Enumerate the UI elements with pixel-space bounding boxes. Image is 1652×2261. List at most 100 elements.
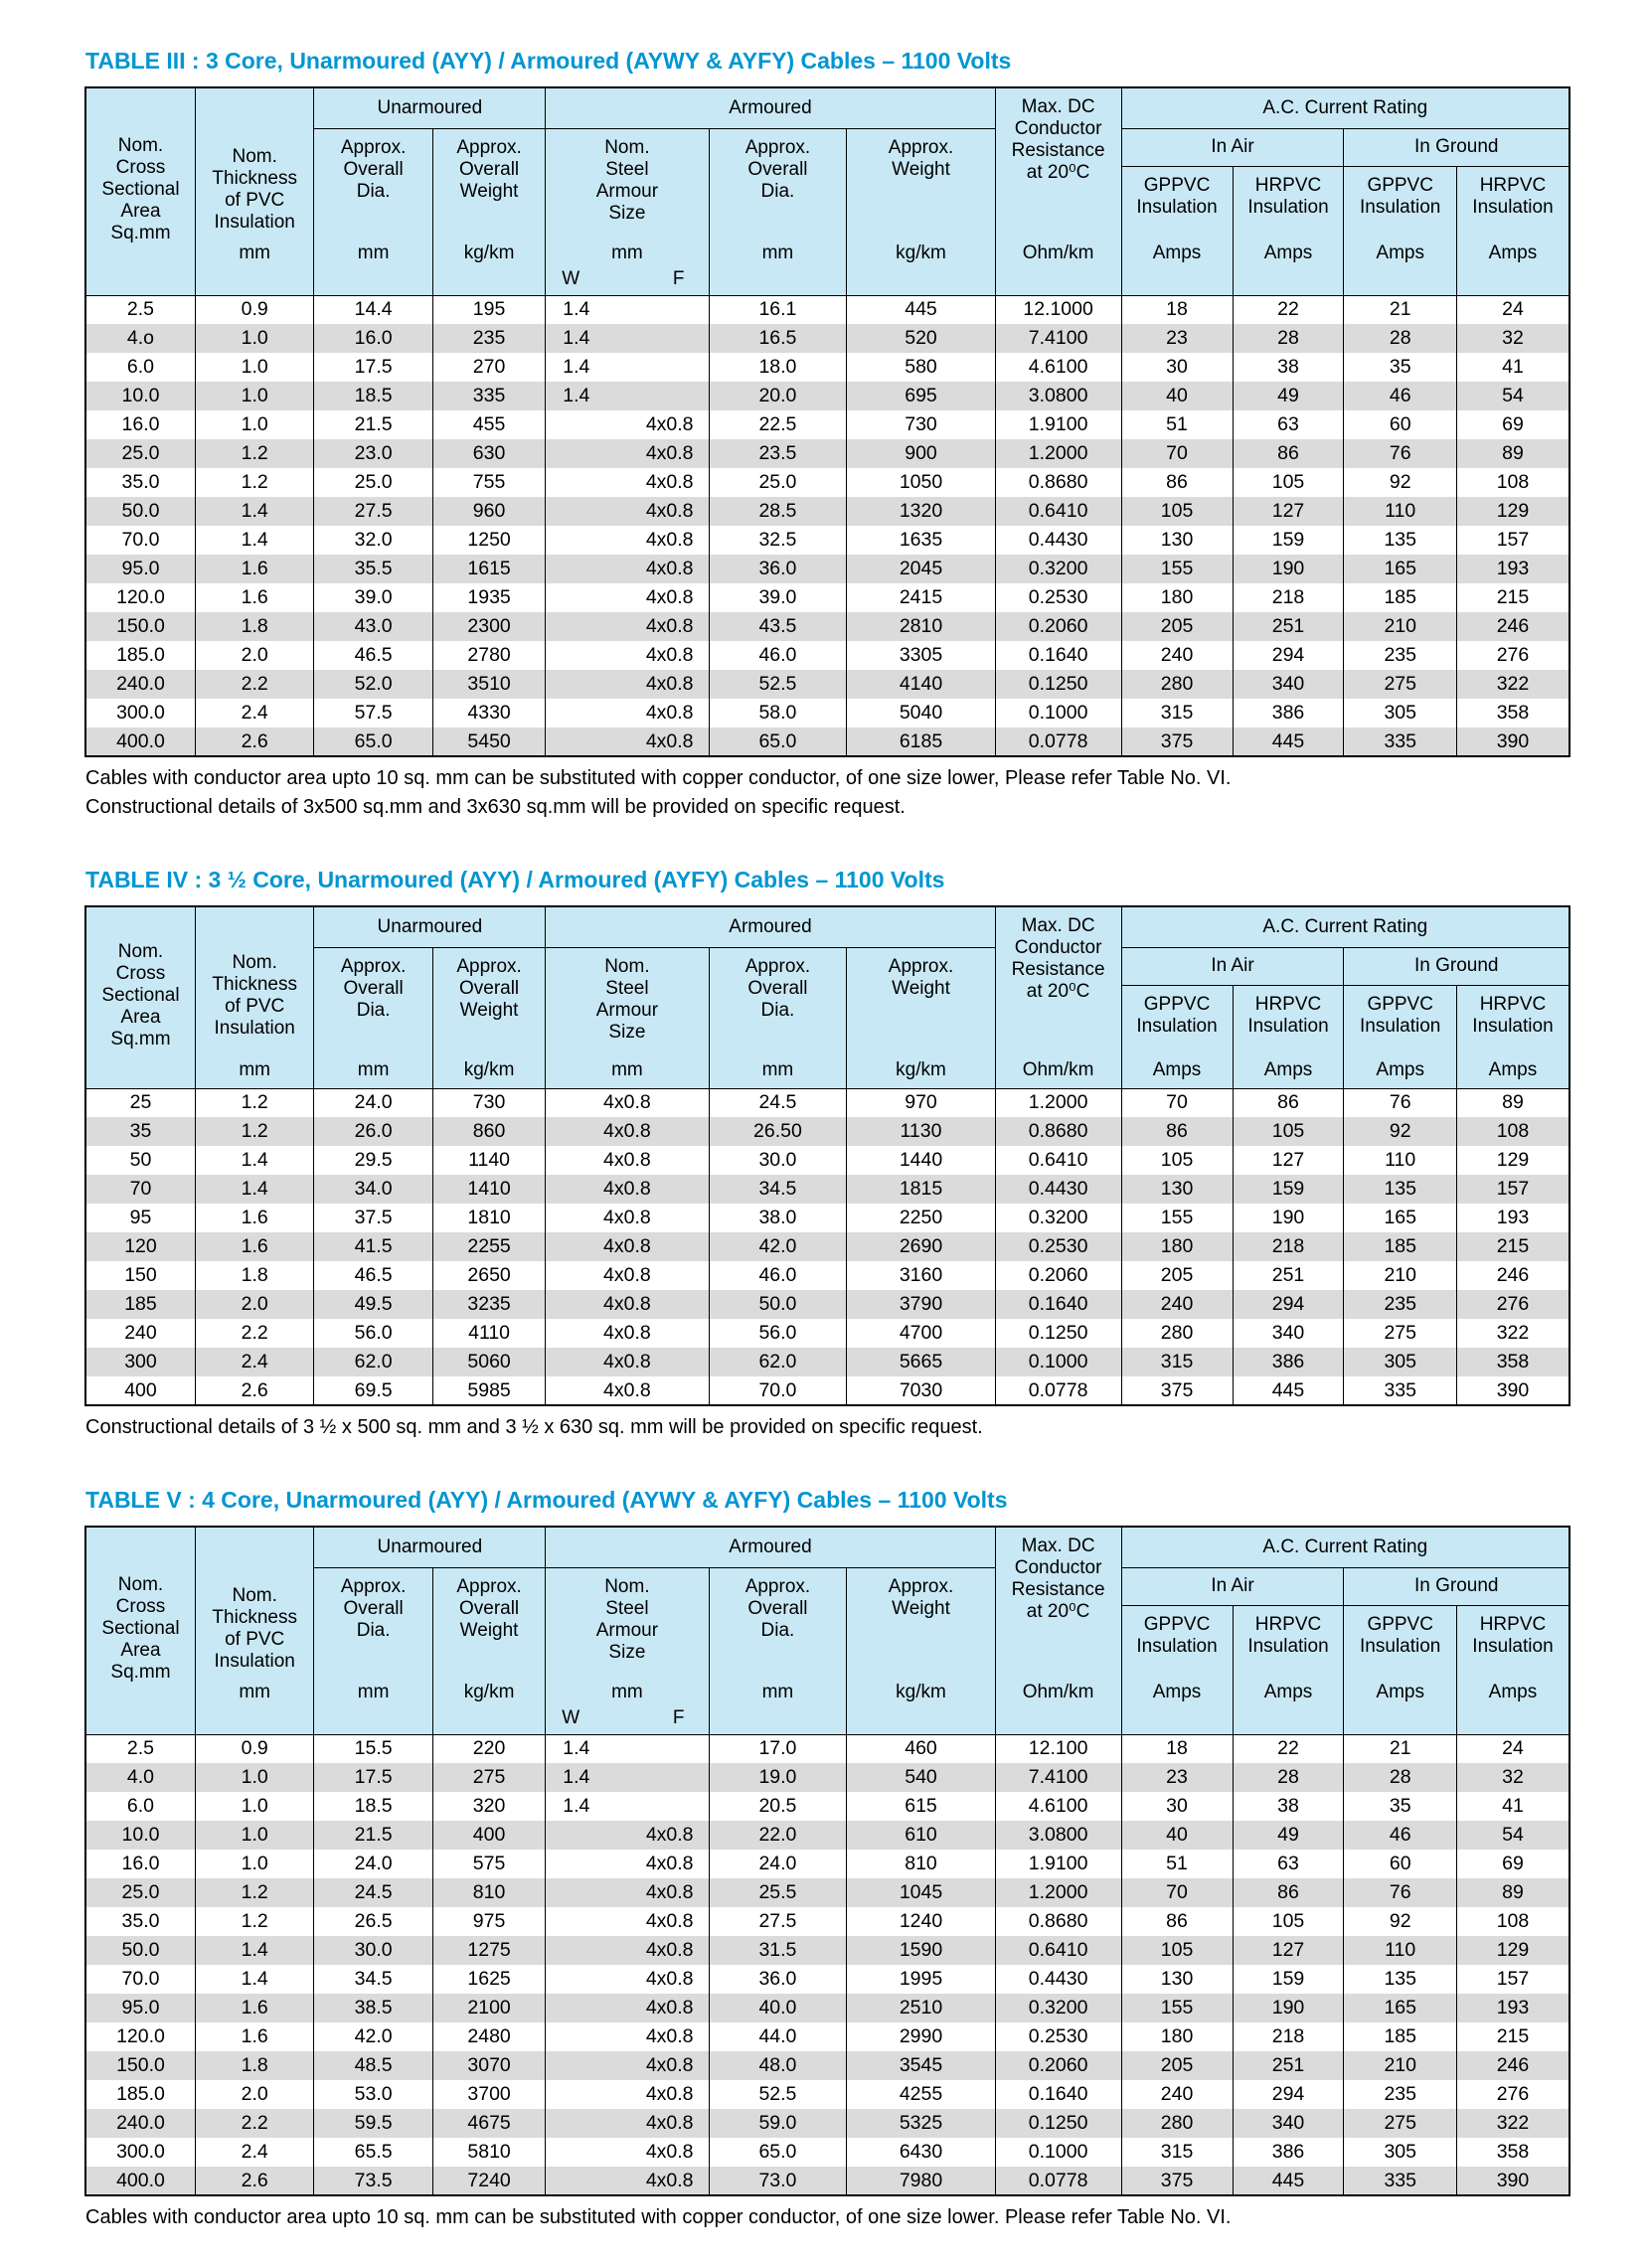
data-row: 400 2.6 69.5 5985 4x0.8 70.0 7030 0.0778 375 445 3… [84,1376,1570,1405]
header-gppvc-ground: GPPVC Insulation Amps [1343,1604,1457,1735]
header-unit: Amps [1263,242,1313,263]
data-cell: 56.0 [708,1319,848,1348]
data-cell: 41.5 [313,1232,433,1261]
data-cell: 135 [1343,526,1457,555]
header-label: HRPVC Insulation [1247,1613,1329,1657]
data-row: 400.0 2.6 65.0 5450 4x0.8 65.0 6185 0.0778 375 44… [84,727,1570,756]
data-cell: 38.0 [708,1204,848,1232]
header-unit: kg/km [463,1681,515,1702]
data-cell: 218 [1232,583,1345,612]
data-cell: 220 [431,1734,547,1763]
data-cell: 180 [1120,1232,1234,1261]
data-row: 25.0 1.2 24.5 810 4x0.8 25.5 1045 1.2000 70 86 76 8… [84,1878,1570,1907]
data-cell: 50.0 [708,1290,848,1319]
data-cell: 7980 [846,2167,996,2195]
data-cell: 3235 [431,1290,547,1319]
data-cell: 32.5 [708,526,848,555]
data-cell: 0.2530 [994,1232,1122,1261]
header-max-dc: Max. DC Conductor Resistance at 20⁰C Ohm/… [994,86,1122,296]
data-cell: 1410 [431,1175,547,1204]
data-cell: 22.0 [708,1821,848,1850]
header-dia-armoured: Approx. Overall Dia. mm [708,946,848,1089]
data-cell: 159 [1232,1175,1345,1204]
content: TABLE III : 3 Core, Unarmoured (AYY) / A… [84,48,1570,2231]
header-unit: Ohm/km [1022,1058,1094,1080]
header-label: Nom. Cross Sectional Area Sq.mm [101,1573,180,1683]
data-cell: 205 [1120,2051,1234,2080]
data-cell: 1.2 [194,1088,315,1117]
data-cell: 2510 [846,1994,996,2022]
header-unit: mm [357,1058,390,1080]
data-cell: 4x0.8 [545,468,710,497]
data-cell: 190 [1232,555,1345,583]
data-cell: 305 [1343,699,1457,727]
data-cell: 193 [1455,555,1570,583]
data-cell: 16.0 [313,324,433,353]
data-cell: 3510 [431,670,547,699]
data-cell: 86 [1232,1088,1345,1117]
data-cell: 4x0.8 [545,1994,710,2022]
data-cell: 38.5 [313,1994,433,2022]
header-label: Nom. Steel Armour Size [595,1575,659,1663]
header-unit: mm [761,242,794,263]
data-cell: 4x0.8 [545,555,710,583]
data-cell: 38 [1232,1792,1345,1821]
data-cell: 0.1640 [994,2080,1122,2109]
data-cell: 2780 [431,641,547,670]
table-section-iii: TABLE III : 3 Core, Unarmoured (AYY) / A… [84,48,1570,821]
header-label: Nom. Thickness of PVC Insulation [212,951,297,1039]
header-unarmoured-group: Unarmoured [313,905,547,948]
table-note: Constructional details of 3x500 sq.mm an… [85,796,906,818]
data-cell: 4x0.8 [545,1821,710,1850]
data-cell: 35.0 [84,1907,196,1936]
data-row: 2.5 0.9 15.5 220 1.4 17.0 460 12.100 18 22 21 24 [84,1734,1570,1763]
data-cell: 1.2000 [994,439,1122,468]
data-cell: 2255 [431,1232,547,1261]
data-cell: 240 [1120,2080,1234,2109]
data-cell: 1.8 [194,2051,315,2080]
data-cell: 34.5 [313,1965,433,1994]
header-unit: Amps [1263,1058,1313,1080]
data-cell: 35 [84,1117,196,1146]
data-row: 6.0 1.0 18.5 320 1.4 20.5 615 4.6100 30 38 35 41 [84,1792,1570,1821]
data-cell: 69.5 [313,1376,433,1405]
data-cell: 5810 [431,2138,547,2167]
data-cell: 4x0.8 [545,1232,710,1261]
data-cell: 76 [1343,1088,1457,1117]
data-cell: 2.6 [194,1376,315,1405]
data-cell: 29.5 [313,1146,433,1175]
data-cell: 6430 [846,2138,996,2167]
data-cell: 120.0 [84,2022,196,2051]
data-cell: 63 [1232,410,1345,439]
data-cell: 305 [1343,1348,1457,1376]
data-cell: 215 [1455,583,1570,612]
data-cell: 4x0.8 [545,1290,710,1319]
header-unit: Amps [1376,1681,1424,1702]
data-cell: 3700 [431,2080,547,2109]
table-body: 2.5 0.9 14.4 195 1.4 16.1 445 12.1000 18 22 21 24 4.… [84,295,1570,756]
data-cell: 40 [1120,382,1234,410]
header-label: Approx. Weight [888,1575,954,1619]
data-cell: 28.5 [708,497,848,526]
data-cell: 150 [84,1261,196,1290]
data-cell: 32 [1455,324,1570,353]
data-cell: 1.6 [194,1232,315,1261]
data-cell: 4675 [431,2109,547,2138]
data-cell: 25.0 [313,468,433,497]
data-cell: 240 [1120,1290,1234,1319]
data-cell: 4x0.8 [545,1117,710,1146]
header-hrpvc-ground: HRPVC Insulation Amps [1455,165,1570,296]
data-cell: 36.0 [708,1965,848,1994]
data-cell: 810 [846,1850,996,1878]
data-cell: 4x0.8 [545,1907,710,1936]
data-cell: 0.8680 [994,1117,1122,1146]
header-label: Approx. Overall Dia. [744,955,811,1021]
data-cell: 0.1000 [994,2138,1122,2167]
data-cell: 157 [1455,526,1570,555]
data-cell: 60 [1343,410,1457,439]
data-cell: 275 [1343,670,1457,699]
header-gppvc-ground: GPPVC Insulation Amps [1343,984,1457,1089]
data-cell: 276 [1455,641,1570,670]
header-unit: mm [761,1681,794,1702]
data-cell: 300 [84,1348,196,1376]
